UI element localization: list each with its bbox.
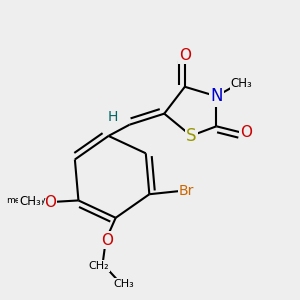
Text: CH₃: CH₃ — [231, 77, 253, 90]
Text: O: O — [44, 194, 56, 209]
Text: O: O — [241, 125, 253, 140]
Text: N: N — [210, 87, 223, 105]
Text: Br: Br — [179, 184, 194, 198]
Text: CH₃: CH₃ — [19, 195, 41, 208]
Text: S: S — [186, 127, 196, 145]
Text: O: O — [179, 48, 191, 63]
Text: O: O — [101, 232, 113, 247]
Text: H: H — [108, 110, 118, 124]
Text: CH₂: CH₂ — [88, 261, 109, 271]
Text: CH₃: CH₃ — [113, 279, 134, 289]
Text: methoxy: methoxy — [6, 196, 46, 205]
